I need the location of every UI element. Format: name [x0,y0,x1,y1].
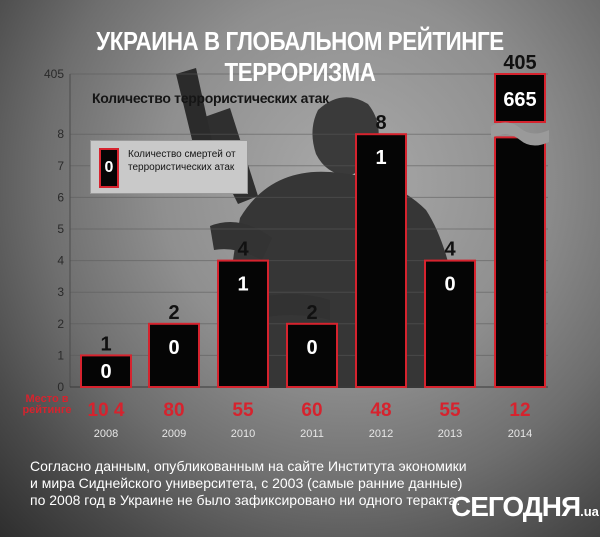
attack-count-label: 2 [168,302,179,324]
rank-value: 80 [163,400,184,421]
death-count-label: 0 [100,361,111,383]
bar-top-segment [494,73,546,123]
bar [217,259,269,389]
x-axis: 10 4 2008 80 2009 55 2010 60 2011 48 2012 55 2013 12… [88,400,533,440]
bar [148,322,200,388]
x-tick-label: 2012 [369,428,393,440]
x-tick-label: 2013 [438,428,462,440]
y-tick-label: 405 [44,67,64,81]
death-count-label: 0 [168,337,179,359]
bar-labels: 1 0 2 0 4 1 2 0 8 1 4 0 405 665 [100,52,536,383]
bar [355,133,407,388]
bar [80,354,132,388]
logo-text: СЕГОДНЯ [451,491,581,522]
death-count-label: 665 [503,89,536,111]
bar [424,259,476,389]
x-tick-label: 2009 [162,428,186,440]
y-tick-label: 3 [57,285,64,299]
rank-label: Место в рейтинге [22,393,72,416]
y-tick-label: 6 [57,190,64,204]
y-tick-label: 1 [57,348,64,362]
y-tick-label: 4 [57,254,64,268]
x-tick-label: 2011 [300,428,324,440]
attack-count-label: 1 [100,333,111,355]
legend-swatch: 0 [99,148,119,188]
chart-title: УКРАИНА В ГЛОБАЛЬНОМ РЕЙТИНГЕ ТЕРРОРИЗМА [96,26,504,87]
attack-count-label: 4 [237,239,249,261]
x-tick-label: 2014 [508,428,532,440]
rank-value: 48 [370,400,391,421]
death-count-label: 1 [375,147,386,169]
death-count-label: 1 [237,274,248,296]
bar [286,322,338,388]
bar [494,136,546,388]
axis-break-mark [491,122,549,146]
legend-text: Количество смертей от террористических а… [128,149,236,173]
rank-value: 55 [439,400,461,421]
attack-count-label: 4 [444,239,456,261]
legend: 0 Количество смертей от террористических… [90,140,248,194]
chart-subtitle: Количество террористических атак [92,90,329,106]
y-tick-label: 7 [57,159,64,173]
x-tick-label: 2008 [94,428,118,440]
y-tick-label: 8 [57,127,64,141]
death-count-label: 0 [444,274,455,296]
y-tick-label: 5 [57,222,64,236]
attack-count-label: 8 [375,112,386,134]
rank-value: 60 [301,400,322,421]
rank-value: 10 4 [88,400,125,421]
brand-logo: СЕГОДНЯ.ua [451,491,599,523]
logo-suffix: .ua [580,504,599,519]
x-tick-label: 2010 [231,428,255,440]
death-count-label: 0 [306,337,317,359]
attack-count-label: 2 [306,302,317,324]
y-tick-label: 2 [57,317,64,331]
bars [80,73,549,389]
y-tick-label: 0 [57,380,64,394]
attack-count-label: 405 [503,52,536,74]
footer-note: Согласно данным, опубликованным на сайте… [30,458,467,508]
rank-value: 12 [509,400,530,421]
rank-value: 55 [232,400,254,421]
